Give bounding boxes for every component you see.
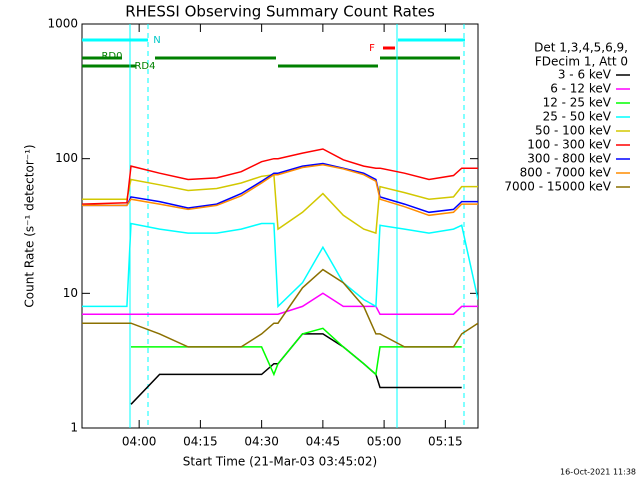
x-tick-label: 04:15 — [183, 435, 218, 449]
legend-label: 12 - 25 keV — [543, 96, 612, 110]
annotation: F — [369, 43, 375, 54]
series-line — [82, 173, 478, 235]
x-tick-label: 04:00 — [122, 435, 157, 449]
y-tick-label: 1 — [70, 421, 78, 435]
legend-label: 100 - 300 keV — [527, 138, 611, 152]
series-line — [82, 164, 478, 217]
legend-label: 7000 - 15000 keV — [504, 180, 611, 194]
series-line — [82, 222, 478, 309]
y-axis-label: Count Rate (s⁻¹ detector⁻¹) — [23, 144, 37, 307]
x-tick-label: 05:00 — [367, 435, 402, 449]
timestamp: 16-Oct-2021 11:38 — [560, 468, 636, 477]
legend-header: FDecim 1, Att 0 — [535, 55, 628, 69]
y-tick-label: 1000 — [47, 17, 78, 31]
legend-label: 3 - 6 keV — [558, 68, 612, 82]
legend-label: 300 - 800 keV — [527, 152, 611, 166]
series-line — [82, 292, 478, 315]
x-tick-label: 05:15 — [428, 435, 463, 449]
y-tick-label: 10 — [63, 286, 78, 300]
legend-label: 6 - 12 keV — [550, 82, 612, 96]
annotation: RD4 — [134, 61, 155, 72]
legend-label: 800 - 7000 keV — [520, 166, 612, 180]
flag-bars — [82, 24, 465, 428]
x-tick-label: 04:45 — [306, 435, 341, 449]
series-line — [82, 268, 478, 348]
chart-title: RHESSI Observing Summary Count Rates — [125, 3, 435, 21]
legend-label: 25 - 50 keV — [543, 110, 612, 124]
series-line — [82, 162, 478, 214]
y-tick-label: 100 — [55, 151, 78, 165]
series-line — [82, 148, 478, 205]
x-tick-label: 04:30 — [244, 435, 279, 449]
legend-label: 50 - 100 keV — [535, 124, 612, 138]
x-axis-label: Start Time (21-Mar-03 03:45:02) — [183, 455, 377, 469]
series-line — [130, 333, 462, 405]
legend-header: Det 1,3,4,5,6,9, — [534, 41, 628, 55]
plot-lines — [82, 148, 478, 405]
annotation: RD0 — [101, 51, 122, 62]
annotation: N — [153, 35, 160, 46]
